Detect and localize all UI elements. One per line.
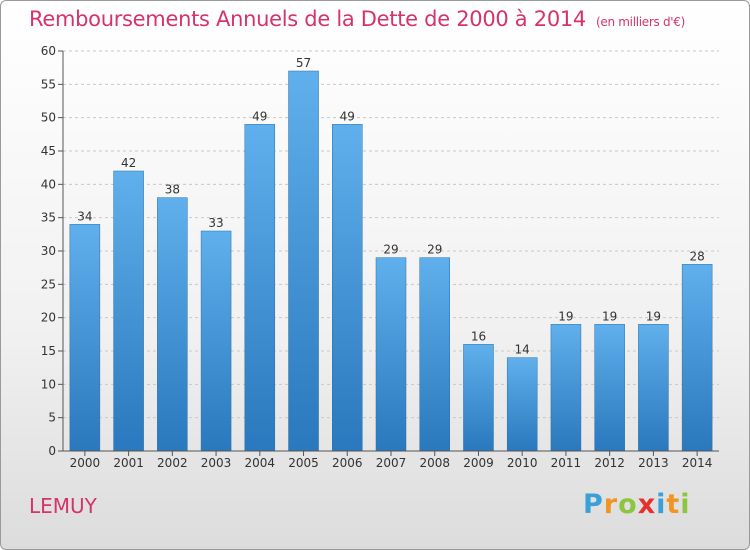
value-label: 14 — [515, 343, 530, 357]
x-tick-label: 2013 — [638, 456, 669, 470]
value-label: 29 — [383, 243, 398, 257]
x-tick-label: 2002 — [157, 456, 188, 470]
bar-2006 — [332, 124, 363, 452]
bar-2013 — [638, 324, 669, 452]
bar-2003 — [200, 230, 232, 452]
value-label: 28 — [689, 249, 704, 263]
y-tick-label: 35 — [41, 211, 56, 225]
chart-unit: (en milliers d'€) — [596, 15, 686, 29]
y-tick-label: 5 — [48, 411, 56, 425]
value-label: 38 — [165, 183, 180, 197]
x-tick-label: 2011 — [551, 456, 582, 470]
bar-2000 — [69, 224, 101, 452]
y-tick-label: 40 — [41, 177, 56, 191]
value-label: 57 — [296, 56, 311, 70]
value-label: 19 — [558, 309, 573, 323]
y-tick-label: 30 — [41, 244, 56, 258]
y-tick-label: 15 — [41, 344, 56, 358]
x-tick-label: 2007 — [376, 456, 407, 470]
value-label: 19 — [602, 309, 617, 323]
y-tick-label: 60 — [41, 44, 56, 58]
y-tick-label: 0 — [48, 444, 56, 458]
y-tick-label: 25 — [41, 277, 56, 291]
value-label: 34 — [77, 209, 92, 223]
value-label: 42 — [121, 156, 136, 170]
value-label: 49 — [252, 109, 267, 123]
bar-2005 — [288, 70, 319, 452]
x-tick-label: 2014 — [682, 456, 713, 470]
x-tick-label: 2005 — [288, 456, 319, 470]
x-tick-label: 2000 — [70, 456, 101, 470]
bar-2011 — [550, 324, 582, 452]
value-label: 33 — [208, 216, 223, 230]
logo-letter: t — [666, 489, 681, 520]
bar-2002 — [157, 197, 188, 452]
chart-title: Remboursements Annuels de la Dette de 20… — [29, 7, 685, 31]
x-tick-label: 2008 — [419, 456, 450, 470]
x-tick-label: 2010 — [507, 456, 538, 470]
value-label: 19 — [646, 309, 661, 323]
bar-2009 — [463, 344, 494, 452]
y-tick-label: 45 — [41, 144, 56, 158]
x-tick-label: 2006 — [332, 456, 363, 470]
x-tick-label: 2001 — [113, 456, 144, 470]
bar-2001 — [113, 170, 144, 452]
proxiti-logo[interactable]: Proxiti — [583, 489, 691, 520]
x-tick-label: 2012 — [594, 456, 625, 470]
logo-letter: r — [603, 489, 619, 520]
y-tick-label: 20 — [41, 311, 56, 325]
bar-2004 — [244, 124, 276, 452]
value-label: 29 — [427, 243, 442, 257]
commune-name: LEMUY — [29, 494, 97, 518]
logo-letter: x — [637, 489, 657, 520]
x-tick-label: 2004 — [245, 456, 276, 470]
bar-2012 — [594, 324, 625, 452]
logo-letter: i — [656, 489, 667, 520]
bar-2010 — [506, 357, 538, 452]
bar-layer: 34 42 38 33 49 57 49 29 29 16 14 19 19 19 28 — [69, 56, 713, 452]
value-label: 16 — [471, 329, 486, 343]
logo-letter: i — [680, 489, 691, 520]
logo-letter: P — [583, 489, 604, 520]
logo-letter: o — [618, 489, 638, 520]
x-tick-label: 2009 — [463, 456, 494, 470]
axis-layer: 0 5 10 15 20 25 30 35 40 45 50 55 60 2000 2001 2002 2003… — [41, 44, 719, 470]
y-tick-label: 50 — [41, 111, 56, 125]
bar-2008 — [419, 257, 450, 452]
bar-2014 — [681, 264, 713, 452]
bar-2007 — [375, 257, 407, 452]
value-label: 49 — [340, 109, 355, 123]
y-tick-label: 55 — [41, 77, 56, 91]
y-tick-label: 10 — [41, 377, 56, 391]
x-tick-label: 2003 — [201, 456, 232, 470]
chart-title-text: Remboursements Annuels de la Dette de 20… — [29, 7, 586, 31]
